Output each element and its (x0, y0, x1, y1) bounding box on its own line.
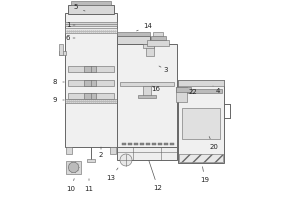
Bar (182, 108, 220, 139)
Bar (65, 22, 117, 26)
Bar (143, 44, 154, 48)
Text: 4: 4 (213, 86, 220, 94)
Bar (59, 51, 66, 55)
Text: 22: 22 (189, 89, 197, 95)
Bar (128, 143, 132, 145)
Text: 9: 9 (53, 97, 64, 103)
Bar (152, 143, 156, 145)
Bar (84, 80, 96, 86)
Text: 10: 10 (67, 179, 76, 192)
Bar (134, 143, 138, 145)
Bar (66, 147, 72, 154)
Bar (176, 87, 187, 102)
Bar (68, 93, 114, 99)
Circle shape (120, 154, 132, 166)
Bar (176, 87, 191, 92)
Text: 5: 5 (74, 4, 85, 11)
Bar (170, 143, 174, 145)
Bar (68, 66, 114, 72)
Text: 12: 12 (149, 161, 162, 191)
Bar (146, 44, 154, 56)
Bar (84, 66, 96, 72)
Text: 13: 13 (106, 168, 118, 181)
Bar (179, 154, 223, 162)
Text: 3: 3 (159, 66, 168, 73)
Bar (147, 40, 169, 46)
Bar (117, 36, 150, 44)
Bar (87, 159, 94, 162)
Bar (71, 1, 111, 5)
Bar (68, 5, 114, 14)
Bar (151, 36, 166, 40)
Bar (65, 99, 117, 103)
Bar (122, 143, 126, 145)
Bar (164, 143, 168, 145)
Bar (59, 44, 63, 55)
Text: 16: 16 (152, 86, 160, 92)
Text: 19: 19 (200, 167, 209, 183)
Text: 11: 11 (85, 179, 94, 192)
Bar (120, 82, 174, 86)
Bar (138, 95, 156, 98)
Bar (117, 32, 150, 36)
Text: 14: 14 (136, 23, 152, 31)
Text: 2: 2 (99, 147, 103, 158)
Text: 1: 1 (66, 22, 75, 28)
Bar (178, 80, 224, 86)
Bar (110, 147, 116, 154)
Text: 8: 8 (53, 79, 64, 85)
Bar (140, 143, 144, 145)
Bar (65, 13, 117, 147)
Bar (84, 93, 96, 99)
Bar (65, 28, 117, 33)
Bar (143, 86, 151, 97)
Text: 20: 20 (209, 137, 218, 150)
Bar (66, 161, 81, 174)
Bar (178, 80, 224, 163)
Circle shape (68, 162, 79, 173)
Bar (146, 143, 150, 145)
Bar (117, 147, 177, 160)
Bar (68, 80, 114, 86)
Text: 6: 6 (66, 35, 75, 41)
Bar (180, 89, 222, 93)
Bar (153, 32, 163, 36)
Bar (117, 44, 177, 147)
Bar (158, 143, 162, 145)
